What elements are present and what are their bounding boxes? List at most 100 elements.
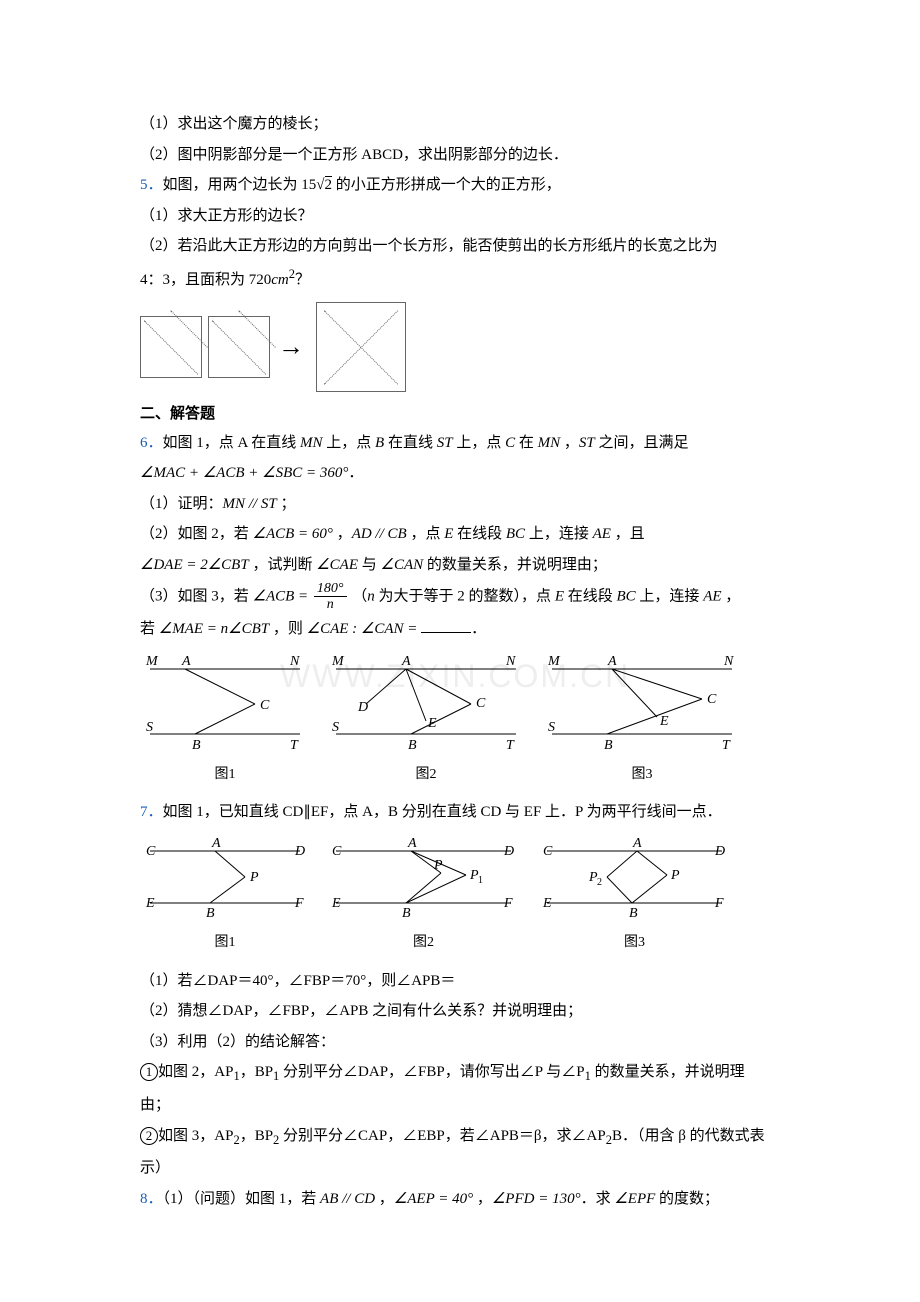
svg-text:E: E [427, 716, 437, 731]
t: ∠CAE : ∠CAN = [307, 621, 418, 637]
q6-ie: 在 [515, 435, 538, 451]
t: ． [471, 621, 486, 637]
q7-cap3: 图3 [537, 930, 732, 957]
t: E [444, 526, 453, 542]
q6-cap1: 图1 [140, 762, 310, 789]
q5-part1: （1）求大正方形的边长？ [140, 202, 780, 231]
q6-b: B [375, 435, 384, 451]
q7-p3: （3）利用（2）的结论解答： [140, 1028, 780, 1057]
answer-blank [421, 621, 471, 633]
q6-st: ST [437, 435, 453, 451]
t: 为大于等于 2 的整数），点 [375, 588, 555, 604]
svg-text:N: N [723, 654, 734, 669]
t: ∠ACB = 60° [253, 526, 333, 542]
svg-text:S: S [548, 720, 555, 735]
svg-text:E: E [331, 896, 341, 911]
t: 如图 3，AP [158, 1128, 233, 1144]
t: 在线段 [453, 526, 506, 542]
t: B．（用含 β 的代数式表 [612, 1128, 765, 1144]
q5-part3: 4：3，且面积为 720cm2？ [140, 263, 780, 295]
t: （ [352, 588, 367, 604]
q6-eq1-text: ∠MAC + ∠ACB + ∠SBC = 360° [140, 465, 348, 481]
small-square-2 [208, 316, 270, 378]
t: ∠EPF [614, 1191, 655, 1207]
q6-number: 6． [140, 435, 163, 451]
t: ．求 [581, 1191, 615, 1207]
svg-text:M: M [547, 654, 561, 669]
q6-id: 上，点 [453, 435, 506, 451]
svg-text:P: P [670, 868, 680, 883]
t: 的数量关系，并说明理 [591, 1064, 745, 1080]
q6-fig3: MAN CE SBT 图3 [542, 649, 742, 788]
q6-cap3: 图3 [542, 762, 742, 789]
circled-1: 1 [140, 1063, 158, 1081]
q7-svg2: CAD PP1 EBF [326, 833, 521, 918]
t: ，则 [269, 621, 307, 637]
svg-text:B: B [206, 906, 215, 918]
q7-c2-l1: 2如图 3，AP2，BP2 分别平分∠CAP，∠EBP，若∠APB＝β，求∠AP… [140, 1122, 780, 1153]
q6-p1: （1）证明：MN // ST ； [140, 490, 780, 519]
t: ， [722, 588, 741, 604]
q6-svg2: MAN DCE SBT [326, 649, 526, 749]
svg-text:B: B [402, 906, 411, 918]
big-square [316, 302, 406, 392]
q5-p3b: ？ [295, 272, 310, 288]
svg-text:A: A [401, 654, 411, 669]
q6-cap2: 图2 [326, 762, 526, 789]
t: n [367, 588, 375, 604]
q5-intro-b: 的小正方形拼成一个大的正方形， [332, 177, 561, 193]
q5-intro-a: 如图，用两个边长为 15 [163, 177, 317, 193]
t: ，BP [240, 1064, 273, 1080]
q6-p1a: （1）证明： [140, 496, 223, 512]
q6-eq1: ∠MAC + ∠ACB + ∠SBC = 360°． [140, 459, 780, 488]
svg-text:F: F [714, 896, 724, 911]
q5-unit: cm [271, 272, 289, 288]
t: ， [375, 1191, 394, 1207]
svg-text:M: M [331, 654, 345, 669]
svg-text:S: S [146, 720, 153, 735]
t: 在线段 [564, 588, 617, 604]
q6-svg1: MAN C SBT [140, 649, 310, 749]
svg-text:E: E [542, 896, 552, 911]
t: ∠AEP = 40° [394, 1191, 473, 1207]
q7-cap1: 图1 [140, 930, 310, 957]
q6-ib: 上，点 [323, 435, 376, 451]
q7-c2-l2: 示） [140, 1154, 780, 1183]
t: BC [506, 526, 525, 542]
q6-diagrams: MAN C SBT 图1 MAN DCE SBT 图2 [140, 649, 780, 788]
svg-text:D: D [294, 844, 305, 859]
q6-ic: 在直线 [384, 435, 437, 451]
svg-text:D: D [357, 700, 368, 715]
t: 的度数； [655, 1191, 719, 1207]
q5-number: 5． [140, 177, 163, 193]
fraction: 180°n [314, 581, 347, 613]
q6-fig2: MAN DCE SBT 图2 [326, 649, 526, 788]
q6-mn2: MN [538, 435, 561, 451]
arrow-icon: → [276, 322, 306, 371]
svg-text:C: C [146, 844, 156, 859]
svg-text:C: C [332, 844, 342, 859]
t: AD // CB [352, 526, 407, 542]
svg-text:2: 2 [597, 877, 602, 888]
svg-text:C: C [707, 692, 717, 707]
q7-intro: 7．如图 1，已知直线 CD∥EF，点 A，B 分别在直线 CD 与 EF 上．… [140, 798, 780, 827]
q8: 8．（1）（问题）如图 1，若 AB // CD ，∠AEP = 40° ，∠P… [140, 1185, 780, 1214]
q7-fig1: CAD P EBF 图1 [140, 833, 310, 957]
t: 与 [358, 557, 381, 573]
q7-c1-l2: 由； [140, 1091, 780, 1120]
t: AE [703, 588, 721, 604]
svg-text:M: M [145, 654, 159, 669]
svg-text:E: E [145, 896, 155, 911]
t: ∠ACB = [253, 588, 309, 604]
section-2-title: 二、解答题 [140, 400, 780, 429]
q4-part2: （2）图中阴影部分是一个正方形 ABCD，求出阴影部分的边长． [140, 141, 780, 170]
t: AB // CD [320, 1191, 375, 1207]
svg-text:B: B [192, 738, 201, 749]
svg-text:B: B [604, 738, 613, 749]
t: （3）如图 3，若 [140, 588, 253, 604]
t: ∠PFD = 130° [492, 1191, 581, 1207]
t: ∠MAE = n∠CBT [159, 621, 269, 637]
q6-fig1: MAN C SBT 图1 [140, 649, 310, 788]
q6-mn: MN [300, 435, 323, 451]
t: AE [593, 526, 611, 542]
